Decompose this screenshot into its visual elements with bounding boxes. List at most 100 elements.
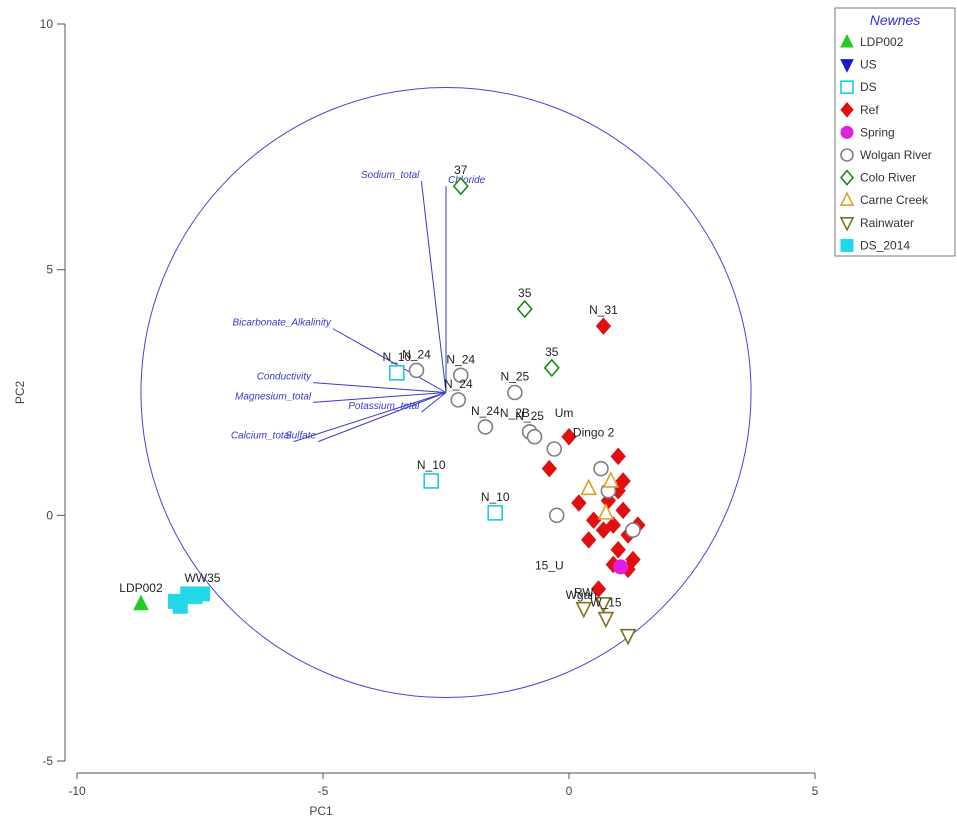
correlation-circle-layer	[140, 86, 752, 699]
carne-creek-point	[597, 503, 615, 520]
correlation-circle	[140, 86, 752, 699]
wolgan-river-point	[452, 367, 469, 384]
ds-2014-point	[194, 586, 210, 602]
loading-vector-label: Sodium_total	[361, 170, 420, 181]
y-tick-label: 10	[40, 17, 54, 31]
data-label: N_10	[417, 458, 446, 472]
ds-point	[388, 365, 405, 381]
data-label: WW35	[184, 571, 220, 585]
carne-creek-point	[580, 478, 597, 496]
colo-river-point	[543, 358, 560, 378]
legend-entry-label: DS_2014	[860, 238, 910, 252]
legend-entry-label: US	[860, 58, 877, 72]
loading-vector-label: Magnesium_total	[235, 391, 312, 402]
loading-vector	[293, 392, 447, 443]
legend-entry-label: LDP002	[860, 35, 904, 49]
wolgan-river-point	[408, 362, 425, 379]
data-label: W_15	[590, 596, 622, 610]
loading-vector-label: Bicarbonate_Alkalinity	[232, 318, 331, 329]
annotation-label: N_2B	[500, 406, 530, 420]
ref-point	[615, 472, 631, 490]
data-label: N_24	[446, 352, 475, 366]
ref-point	[541, 459, 557, 478]
data-label: N_24	[402, 347, 431, 361]
rainwater-point	[597, 611, 615, 629]
x-axis-title: PC1	[309, 804, 333, 818]
colo-river-point	[516, 299, 533, 319]
ref-point	[571, 494, 587, 512]
data-label: LDP002	[119, 581, 163, 595]
data-label: N_25	[515, 409, 544, 423]
data-label: 35	[518, 286, 532, 300]
legend-title: Newnes	[870, 12, 921, 28]
wolgan-river-point	[507, 384, 523, 401]
data-label: N_25	[501, 370, 530, 384]
legend-ref-icon	[840, 102, 854, 118]
loading-vector	[420, 181, 447, 393]
data-points	[133, 176, 646, 646]
wolgan-river-point	[593, 460, 609, 477]
data-label: N_31	[589, 303, 618, 317]
legend-us-icon	[840, 59, 854, 73]
wolgan-river-point	[526, 428, 543, 445]
rainwater-point	[619, 628, 637, 646]
legend-spring-icon	[840, 125, 854, 139]
spring-point	[613, 559, 629, 575]
legend-entry-label: Ref	[860, 103, 879, 117]
loading-vector-label: Potassium_total	[348, 401, 420, 412]
ref-point	[595, 317, 612, 335]
data-label: N_24	[471, 404, 500, 418]
rainwater-point	[575, 601, 593, 619]
loading-vector	[317, 392, 447, 443]
legend-entry-label: Rainwater	[860, 216, 914, 230]
annotation-label: Um	[555, 406, 574, 420]
data-label: 35	[545, 345, 559, 359]
data-label: 37	[454, 163, 468, 177]
loading-vector-label: Sulfate	[285, 431, 317, 442]
ldp002-point	[133, 594, 149, 611]
y-tick-label: -5	[42, 754, 53, 768]
ref-point	[605, 516, 621, 534]
annotation-label: Wgan	[566, 588, 597, 602]
ds-point	[423, 473, 440, 489]
x-tick-label: 0	[566, 784, 573, 798]
ref-point	[610, 540, 626, 559]
ref-point	[581, 531, 597, 549]
y-tick-label: 5	[46, 263, 53, 277]
legend-entry-label: Carne Creek	[860, 193, 929, 207]
legend-carne-creek-icon	[839, 191, 855, 206]
rainwater-point	[595, 596, 612, 614]
data-label: N_24	[444, 377, 473, 391]
axes: -10 -5 0 5 -5 0 5 10 PC1 PC2	[13, 17, 819, 818]
data-label: RW	[574, 586, 594, 600]
wolgan-river-point	[625, 522, 641, 538]
colo-river-point	[452, 176, 469, 196]
ds-point	[487, 505, 504, 521]
x-tick-label: 5	[812, 784, 819, 798]
wolgan-river-point	[477, 419, 494, 435]
legend-box	[834, 7, 956, 257]
ref-point	[561, 427, 577, 446]
legend-entry-label: Wolgan River	[860, 148, 932, 162]
legend-colo-river-icon	[839, 169, 855, 186]
legend-entry-label: DS	[860, 80, 877, 94]
legend-ds-icon	[840, 80, 854, 94]
wolgan-river-point	[546, 441, 563, 457]
loading-vector	[313, 392, 447, 403]
loading-vector-label: Conductivity	[257, 372, 312, 383]
data-label: N_10	[481, 490, 510, 504]
ref-point	[615, 501, 631, 520]
wolgan-river-point	[548, 507, 565, 524]
loading-vector	[421, 392, 447, 413]
ref-point	[585, 511, 602, 530]
loading-vector-label: Calcium_total	[231, 431, 292, 442]
x-tick-label: -5	[318, 784, 329, 798]
legend-entry-label: Spring	[860, 125, 895, 139]
y-axis-title: PC2	[13, 381, 27, 405]
loading-vector-label: Chloride	[448, 175, 486, 186]
legend-wolgan-river-icon	[840, 148, 854, 162]
legend-entry-label: Colo River	[860, 171, 916, 185]
loading-vector	[332, 328, 447, 393]
